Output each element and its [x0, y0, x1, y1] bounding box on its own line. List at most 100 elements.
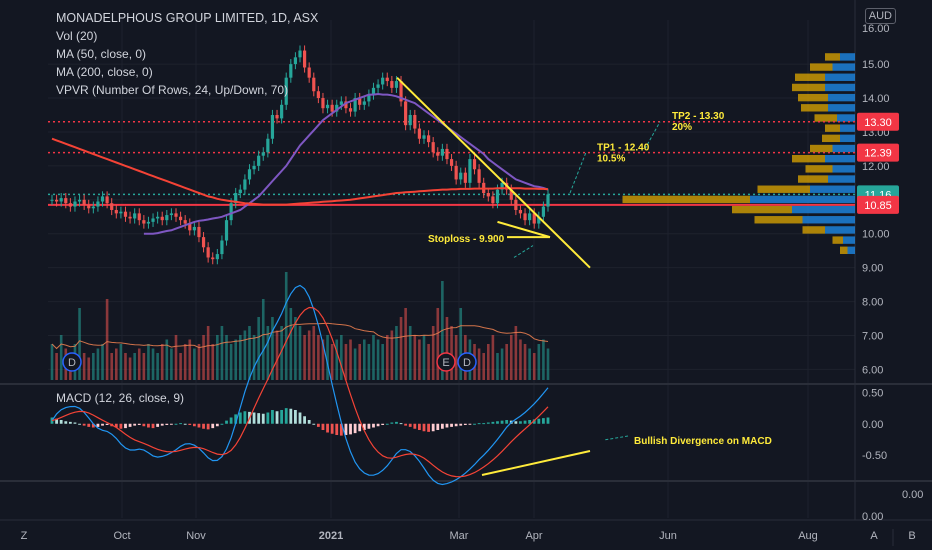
macd-hist-bar-49	[275, 411, 279, 424]
macd-hist-bar-77	[404, 423, 408, 426]
volume-bar-61	[330, 344, 334, 380]
candle-body-23	[156, 216, 160, 219]
time-tick-1: Nov	[186, 530, 206, 542]
macd-hist-bar-75	[395, 421, 398, 424]
volume-bar-37	[220, 326, 224, 380]
macd-hist-bar-29	[183, 423, 187, 425]
price-tick-3: 12.00	[862, 161, 890, 173]
vpvr-up-11	[805, 165, 833, 173]
candle-body-62	[335, 104, 339, 112]
symbol-title[interactable]: MONADELPHOUS GROUP LIMITED, 1D, ASX	[56, 11, 319, 25]
chart-legend: MONADELPHOUS GROUP LIMITED, 1D, ASX Vol …	[56, 9, 318, 99]
vpvr-up-8	[822, 134, 840, 143]
volume-bar-108	[546, 348, 550, 380]
macd-hist-bar-76	[399, 423, 403, 425]
volume-bar-101	[514, 326, 518, 380]
macd-legend[interactable]: MACD (12, 26, close, 9)	[56, 391, 185, 405]
volume-bar-70	[372, 335, 375, 380]
volume-bar-62	[335, 339, 339, 380]
candle-body-97	[495, 189, 500, 204]
divergence-arrow	[603, 435, 629, 441]
candle-body-48	[270, 114, 275, 139]
volume-bar-71	[376, 339, 380, 380]
macd-hist-bar-94	[482, 423, 486, 425]
macd-hist-bar-31	[192, 423, 196, 427]
candle-body-8	[87, 204, 91, 209]
candle-body-42	[243, 179, 247, 190]
tp2-arrow	[644, 121, 661, 150]
price-tick-8: 7.00	[862, 331, 883, 343]
macd-hist-bar-26	[170, 423, 173, 425]
volume-bar-8	[87, 357, 91, 380]
volume-bar-7	[82, 353, 86, 380]
price-tag-label-0: 13.30	[864, 117, 892, 129]
time-tick-0: Oct	[113, 530, 130, 542]
macd-hist-bar-27	[174, 423, 178, 425]
time-tick-2: 2021	[319, 530, 343, 542]
indicator-vol[interactable]: Vol (20)	[56, 29, 98, 43]
macd-hist-bar-23	[156, 423, 160, 427]
macd-hist-bar-89	[459, 423, 463, 426]
macd-hist-bar-99	[505, 420, 509, 424]
macd-hist-bar-21	[147, 423, 150, 428]
candle-body-59	[321, 98, 325, 109]
indicator-ma200[interactable]: MA (200, close, 0)	[56, 65, 153, 79]
volume-bar-19	[137, 348, 141, 380]
vpvr-up-9	[810, 144, 833, 153]
volume-bar-17	[128, 357, 132, 380]
volume-bar-73	[385, 335, 389, 380]
price-tag-label-3: 10.85	[864, 200, 892, 212]
volume-bar-2	[59, 335, 63, 380]
candle-body-41	[238, 189, 242, 194]
candle-body-43	[247, 169, 252, 180]
macd-hist-bar-56	[307, 420, 311, 424]
volume-profile	[622, 53, 855, 254]
macd-hist-bar-60	[326, 423, 329, 433]
currency-badge[interactable]: AUD	[864, 8, 896, 24]
auto-scale-button: A	[870, 530, 878, 542]
candle-body-14	[114, 209, 118, 214]
macd-hist-bar-87	[450, 423, 453, 427]
candle-body-27	[174, 213, 178, 217]
volume-bar-107	[542, 339, 545, 380]
candle-body-92	[472, 159, 477, 170]
candle-body-54	[298, 50, 302, 58]
candle-body-64	[344, 101, 348, 109]
signal-line	[51, 306, 549, 478]
volume-bar-100	[509, 335, 513, 380]
volume-bar-24	[160, 344, 164, 380]
macd-hist-bar-47	[266, 412, 270, 424]
indicator-vpvr[interactable]: VPVR (Number Of Rows, 24, Up/Down, 70)	[56, 83, 289, 97]
macd-hist-bar-107	[542, 418, 545, 424]
candle-body-28	[178, 216, 183, 221]
candle-body-4	[68, 203, 72, 207]
volume-bar-48	[271, 317, 274, 380]
candlesticks	[50, 45, 550, 265]
vpvr-down-13	[810, 185, 855, 193]
volume-bar-15	[119, 344, 123, 380]
price-tick-9: 6.00	[862, 364, 883, 376]
volume-ma-line	[51, 322, 549, 350]
volume-bar-56	[307, 330, 311, 380]
volume-bar-26	[170, 348, 173, 380]
grid-lines	[48, 20, 855, 518]
volume-bar-58	[317, 335, 320, 380]
volume-bar-66	[353, 348, 357, 380]
macd-hist-bar-53	[294, 410, 297, 424]
macd-hist-bar-86	[445, 423, 449, 428]
volume-bar-64	[344, 344, 348, 380]
candle-body-55	[302, 50, 307, 68]
candle-body-77	[404, 101, 408, 126]
vpvr-down-19	[847, 246, 855, 254]
volume-bar-77	[404, 308, 407, 380]
price-tick-0: 15.00	[862, 59, 890, 71]
macd-hist-bar-74	[390, 422, 394, 424]
volume-bar-60	[326, 335, 329, 380]
volume-bar-1	[55, 353, 58, 380]
candle-body-81	[422, 135, 426, 139]
event-marker-2	[457, 352, 477, 372]
indicator-ma50[interactable]: MA (50, close, 0)	[56, 47, 147, 61]
candle-body-10	[96, 201, 100, 207]
candle-body-1	[54, 199, 59, 202]
